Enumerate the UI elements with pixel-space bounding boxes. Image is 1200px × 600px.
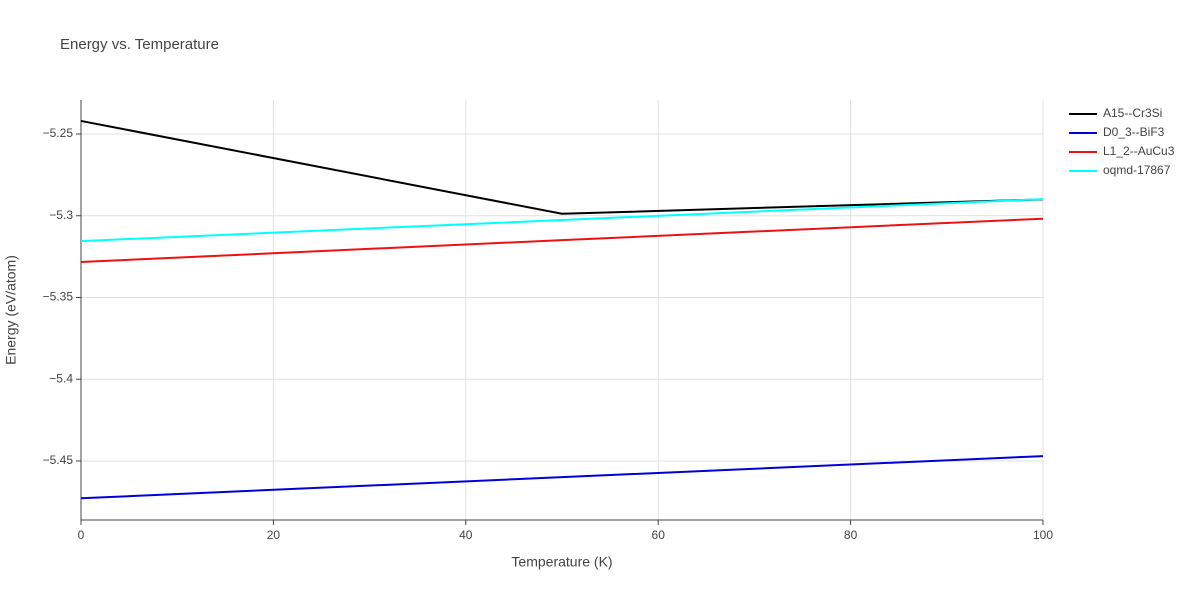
series-line xyxy=(80,455,1044,500)
y-axis-title: Energy (eV/atom) xyxy=(3,255,19,365)
x-tick-label: 60 xyxy=(652,528,666,542)
x-tick-label: 20 xyxy=(267,528,281,542)
series-line xyxy=(80,119,1044,215)
x-axis-title: Temperature (K) xyxy=(511,554,612,570)
x-tick-label: 0 xyxy=(78,528,85,542)
series-line xyxy=(80,217,1044,264)
x-tick-label: 80 xyxy=(844,528,858,542)
x-tick-label: 100 xyxy=(1033,528,1053,542)
y-tick-label: −5.45 xyxy=(43,453,74,467)
x-tick-label: 40 xyxy=(459,528,473,542)
legend-label: A15--Cr3Si xyxy=(1103,106,1162,120)
y-tick-label: −5.35 xyxy=(43,290,74,304)
series-line xyxy=(80,198,1044,243)
chart-title: Energy vs. Temperature xyxy=(60,36,219,53)
y-tick-label: −5.25 xyxy=(43,126,74,140)
y-tick-label: −5.3 xyxy=(49,208,73,222)
y-tick-label: −5.4 xyxy=(49,371,73,385)
legend-label: D0_3--BiF3 xyxy=(1103,125,1165,139)
legend-label: oqmd-17867 xyxy=(1103,163,1171,177)
legend-label: L1_2--AuCu3 xyxy=(1103,144,1175,158)
